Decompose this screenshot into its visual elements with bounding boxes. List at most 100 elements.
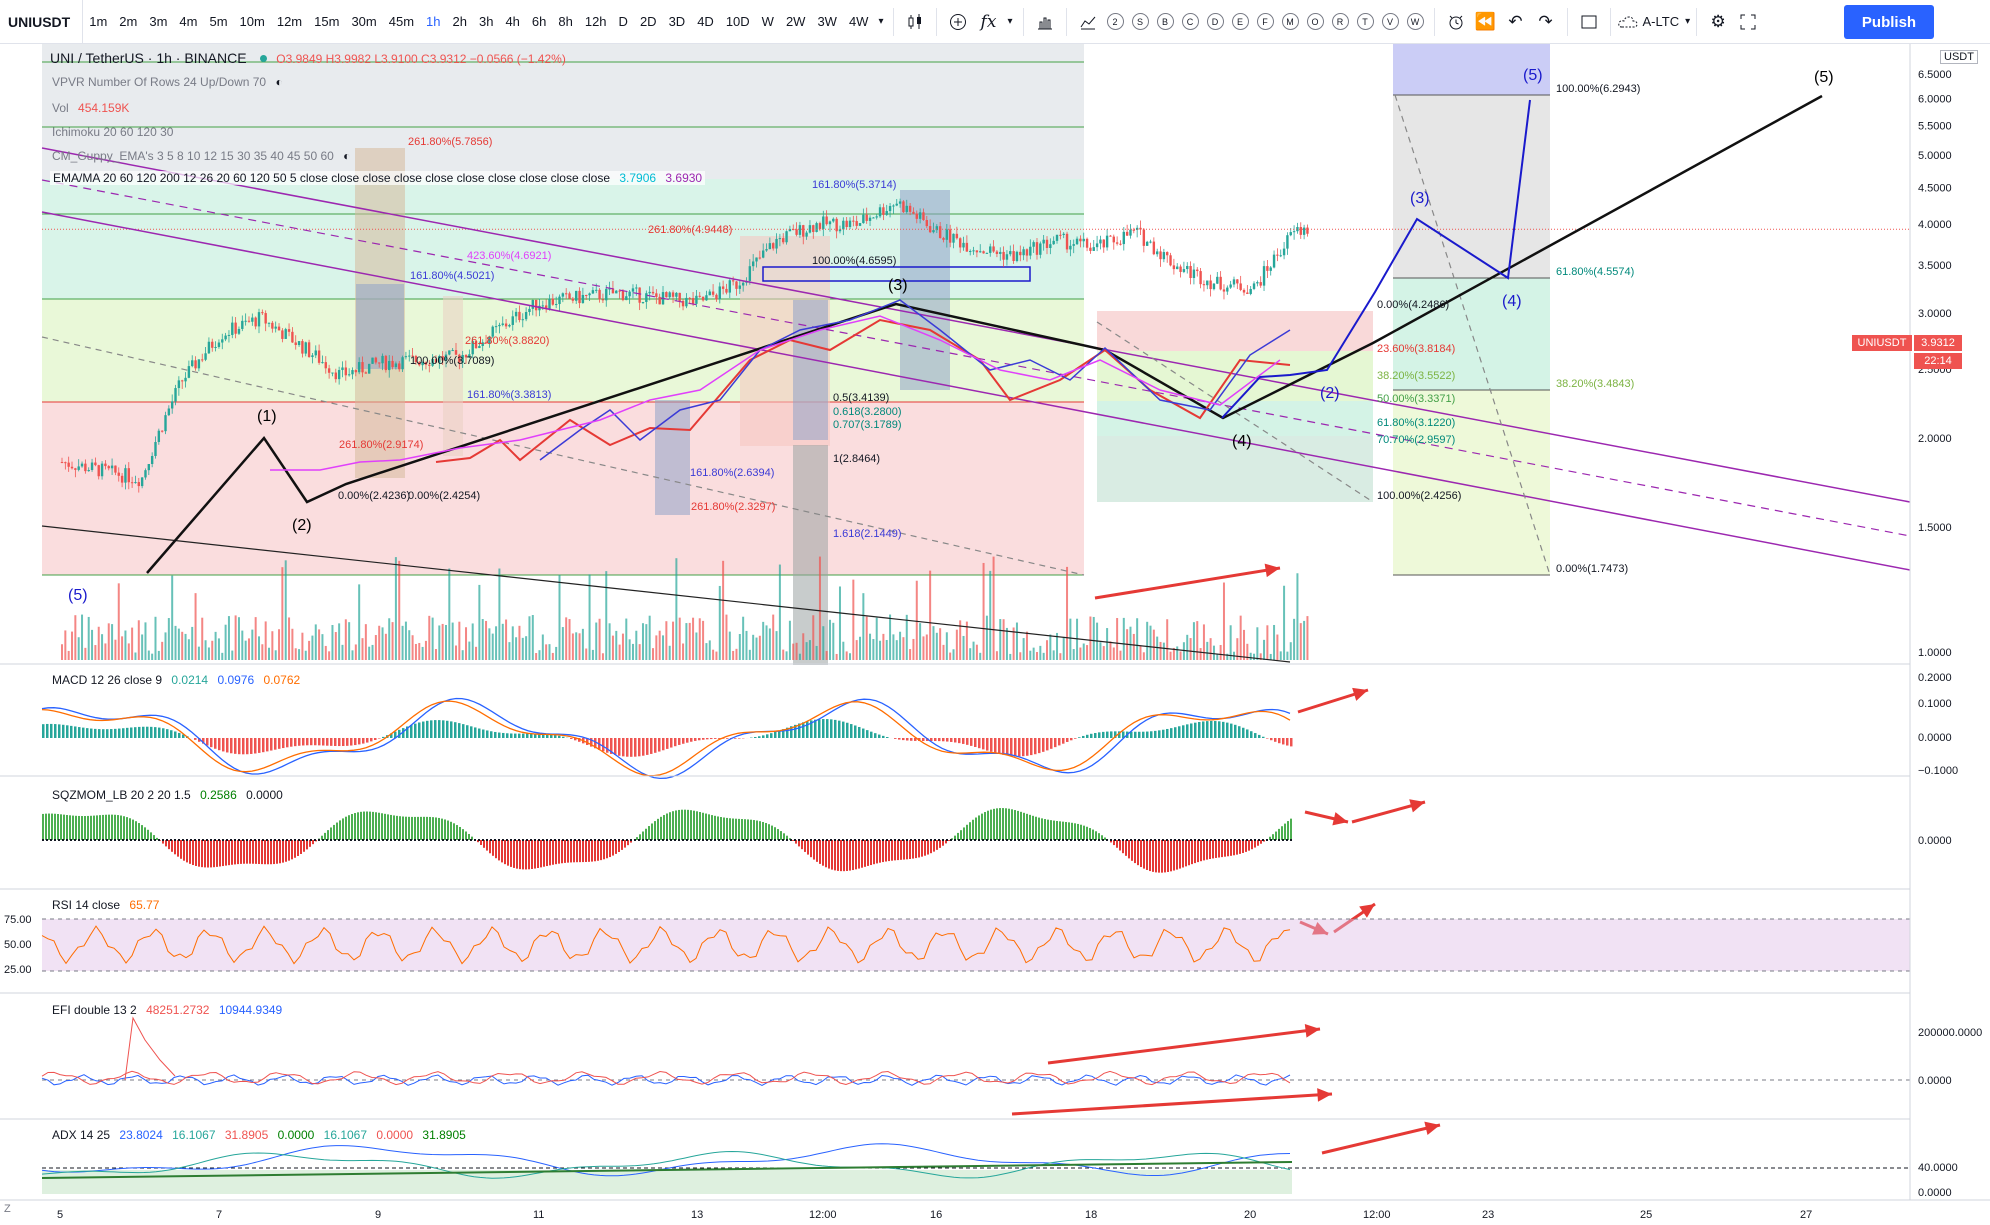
macd-hist-bar (674, 738, 677, 747)
compare-button[interactable]: A-LTC ▾ (1617, 14, 1690, 29)
timeframe-45m[interactable]: 45m (388, 14, 415, 29)
layout-icon[interactable] (1574, 7, 1604, 37)
volume-bar (608, 623, 611, 660)
volume-legend[interactable]: Vol 454.159K (52, 101, 129, 115)
sqz-hist-bar (321, 835, 323, 840)
timeframe-4d[interactable]: 4D (697, 14, 714, 29)
sqz-hist-bar (96, 815, 98, 840)
settings-gear-icon[interactable]: ⚙ (1710, 11, 1726, 31)
fib-label: 0.707(3.1789) (833, 419, 902, 431)
guppy-legend[interactable]: CM_Guppy_EMA's 3 5 8 10 12 15 30 35 40 4… (52, 149, 350, 163)
replay-icon[interactable]: ⏪ (1474, 11, 1497, 31)
timeframe-10m[interactable]: 10m (239, 14, 265, 29)
timeframe-12h[interactable]: 12h (584, 14, 607, 29)
sqz-legend[interactable]: SQZMOM_LB 20 2 20 1.5 0.2586 0.0000 (52, 788, 283, 802)
publish-button[interactable]: Publish (1844, 5, 1934, 39)
adx-legend[interactable]: ADX 14 25 23.8024 16.1067 31.8905 0.0000… (52, 1128, 466, 1142)
alert-icon[interactable] (1441, 7, 1471, 37)
study-shortcut-v[interactable]: V (1381, 13, 1399, 30)
volume-bar (1219, 644, 1222, 660)
study-shortcut-c[interactable]: C (1181, 13, 1199, 30)
timeframe-w[interactable]: W (761, 14, 774, 29)
sqz-hist-bar (456, 825, 458, 840)
timeframe-10d[interactable]: 10D (725, 14, 750, 29)
study-shortcut-o[interactable]: O (1306, 13, 1324, 30)
volume-bar (678, 617, 681, 660)
chevron-down-icon[interactable]: ▾ (878, 16, 884, 27)
macd-hist-bar (86, 728, 89, 738)
symbol-search[interactable]: UNIUSDT (0, 0, 84, 44)
sqz-hist-bar (249, 840, 251, 864)
study-shortcut-2[interactable]: 2 (1106, 13, 1124, 30)
candle-body (114, 465, 117, 473)
fib-label: 0.618(3.2800) (833, 406, 902, 418)
study-shortcut-t[interactable]: T (1356, 13, 1374, 30)
timeframe-15m[interactable]: 15m (314, 14, 340, 29)
timeframe-2d[interactable]: 2D (639, 14, 657, 29)
timeframe-2w[interactable]: 2W (785, 14, 806, 29)
financials-icon[interactable] (1030, 7, 1060, 37)
timeframe-8h[interactable]: 8h (558, 14, 573, 29)
efi-legend[interactable]: EFI double 13 2 48251.2732 10944.9349 (52, 1003, 282, 1017)
timeframe-4m[interactable]: 4m (179, 14, 198, 29)
macd-hist-bar (542, 733, 545, 738)
main-legend-row[interactable]: UNI / TetherUS · 1h · BINANCE O3.9849 H3… (50, 50, 566, 66)
study-shortcut-m[interactable]: M (1281, 13, 1299, 30)
indicators-button[interactable]: fx (973, 7, 1003, 37)
timeframe-1m[interactable]: 1m (89, 14, 108, 29)
timeframe-3h[interactable]: 3h (478, 14, 494, 29)
candle-body (524, 312, 528, 320)
chevron-down-icon[interactable]: ▾ (1007, 16, 1013, 27)
rsi-legend[interactable]: RSI 14 close 65.77 (52, 898, 159, 912)
study-shortcut-s[interactable]: S (1131, 13, 1149, 30)
study-shortcut-w[interactable]: W (1406, 13, 1424, 30)
add-indicator-icon[interactable] (943, 7, 973, 37)
adx-arrow-head (1424, 1121, 1440, 1135)
candle-body (361, 362, 364, 373)
timeframe-6h[interactable]: 6h (531, 14, 547, 29)
candles-icon[interactable] (900, 7, 930, 37)
timeframe-3w[interactable]: 3W (817, 14, 837, 29)
timeframe-2m[interactable]: 2m (119, 14, 138, 29)
timeframe-5m[interactable]: 5m (209, 14, 228, 29)
timeframe-12m[interactable]: 12m (276, 14, 303, 29)
sqz-hist-bar (414, 816, 416, 840)
candle-body (855, 221, 858, 226)
eye-off-icon[interactable]: ◐ (343, 149, 351, 163)
study-shortcut-r[interactable]: R (1331, 13, 1349, 30)
sqz-hist-bar (555, 840, 557, 865)
timeframe-3d[interactable]: 3D (668, 14, 686, 29)
chart-canvas[interactable]: 100.00%(6.2943)61.80%(4.5574)38.20%(3.48… (0, 44, 1990, 1225)
redo-icon[interactable]: ↷ (1538, 11, 1553, 31)
timeframe-2h[interactable]: 2h (452, 14, 467, 29)
timeframe-d[interactable]: D (618, 14, 628, 29)
study-shortcut-b[interactable]: B (1156, 13, 1174, 30)
volume-bar (945, 632, 948, 660)
volume-bar (244, 640, 247, 660)
undo-icon[interactable]: ↶ (1508, 11, 1523, 31)
candle-body (311, 355, 314, 358)
study-shortcut-f[interactable]: F (1256, 13, 1274, 30)
template-icon[interactable] (1073, 7, 1103, 37)
ema-legend[interactable]: EMA/MA 20 60 120 200 12 26 20 60 120 50 … (50, 171, 706, 185)
study-shortcut-e[interactable]: E (1231, 13, 1249, 30)
timeframe-1h[interactable]: 1h (426, 14, 441, 29)
macd-hist-bar (194, 738, 197, 740)
timezone-icon[interactable]: Z (4, 1203, 11, 1215)
timeframe-4h[interactable]: 4h (505, 14, 520, 29)
sqz-hist-bar (930, 840, 932, 854)
fullscreen-icon[interactable] (1733, 7, 1763, 37)
eye-off-icon[interactable]: ◐ (275, 75, 283, 89)
timeframe-3m[interactable]: 3m (149, 14, 168, 29)
time-tick-label: 7 (216, 1209, 222, 1221)
volume-bar (788, 620, 791, 660)
macd-hist-bar (94, 728, 97, 738)
vpvr-legend[interactable]: VPVR Number Of Rows 24 Up/Down 70 ◐ (52, 75, 283, 89)
sqz-hist-bar (861, 840, 863, 868)
timeframe-30m[interactable]: 30m (351, 14, 377, 29)
macd-legend[interactable]: MACD 12 26 close 9 0.0214 0.0976 0.0762 (52, 673, 300, 687)
study-shortcut-d[interactable]: D (1206, 13, 1224, 30)
timeframe-4w[interactable]: 4W (848, 14, 869, 29)
volume-bar (568, 619, 571, 660)
ichimoku-legend[interactable]: Ichimoku 20 60 120 30 (52, 125, 173, 139)
